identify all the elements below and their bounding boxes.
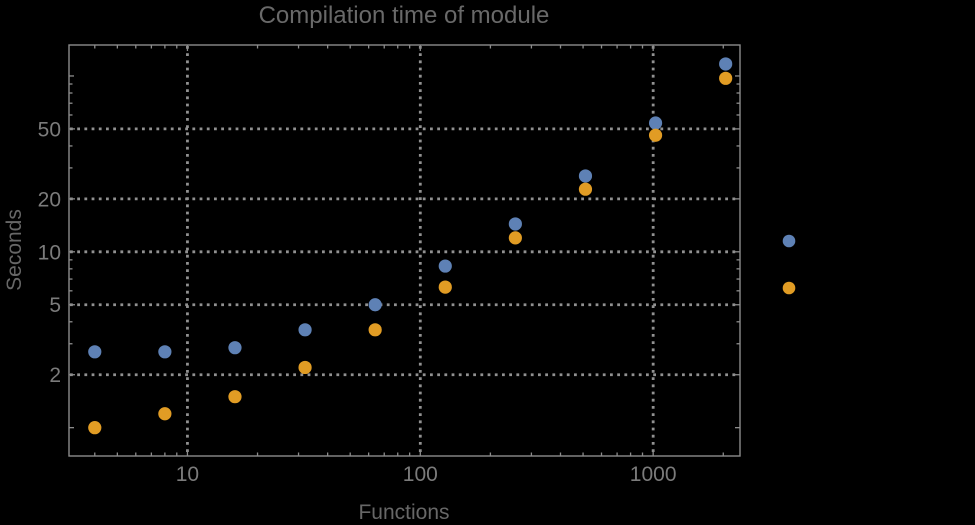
data-point-series-1-blue xyxy=(438,259,452,273)
data-point-series-1-blue xyxy=(508,217,522,231)
point-layer xyxy=(88,57,733,435)
data-point-series-2-orange xyxy=(298,360,312,375)
data-point-series-1-blue xyxy=(719,57,733,71)
y-tick-label: 5 xyxy=(49,294,61,317)
data-point-series-2-orange xyxy=(368,323,382,337)
grid-layer xyxy=(70,46,739,455)
data-point-series-1-blue xyxy=(158,345,172,359)
y-tick-label: 20 xyxy=(38,188,61,211)
y-tick-label: 10 xyxy=(38,241,61,264)
data-point-series-2-orange xyxy=(578,182,593,196)
data-point-series-2-orange xyxy=(508,231,522,245)
data-point-series-2-orange xyxy=(438,280,452,294)
data-point-series-1-blue xyxy=(368,298,382,312)
x-tick-label: 10 xyxy=(176,463,199,486)
y-axis-label: Seconds xyxy=(3,209,26,291)
data-point-series-2-orange xyxy=(158,407,172,421)
data-point-series-1-blue xyxy=(648,116,663,130)
chart-title: Compilation time of module xyxy=(259,2,550,29)
data-point-series-2-orange xyxy=(719,71,733,85)
plot-frame xyxy=(68,44,741,457)
tick-label-layer: 10 100 1000 2 5 10 20 50 xyxy=(38,118,677,486)
data-point-series-1-blue xyxy=(88,345,102,359)
data-point-series-2-orange xyxy=(228,390,242,404)
data-point-series-2-orange xyxy=(648,128,663,142)
legend-marker-2 xyxy=(782,281,796,295)
x-axis-label: Functions xyxy=(358,501,449,524)
tick-layer xyxy=(69,45,740,456)
data-point-series-1-blue xyxy=(578,169,593,183)
x-tick-label: 1000 xyxy=(630,463,677,486)
y-tick-label: 50 xyxy=(38,118,61,141)
data-point-series-2-orange xyxy=(88,421,102,435)
data-point-series-1-blue xyxy=(228,341,242,355)
y-tick-label: 2 xyxy=(49,364,61,387)
frame-layer xyxy=(68,44,741,457)
legend-layer xyxy=(782,234,796,295)
x-tick-label: 100 xyxy=(403,463,438,486)
data-point-series-1-blue xyxy=(298,323,312,337)
legend-marker-1 xyxy=(782,234,796,248)
